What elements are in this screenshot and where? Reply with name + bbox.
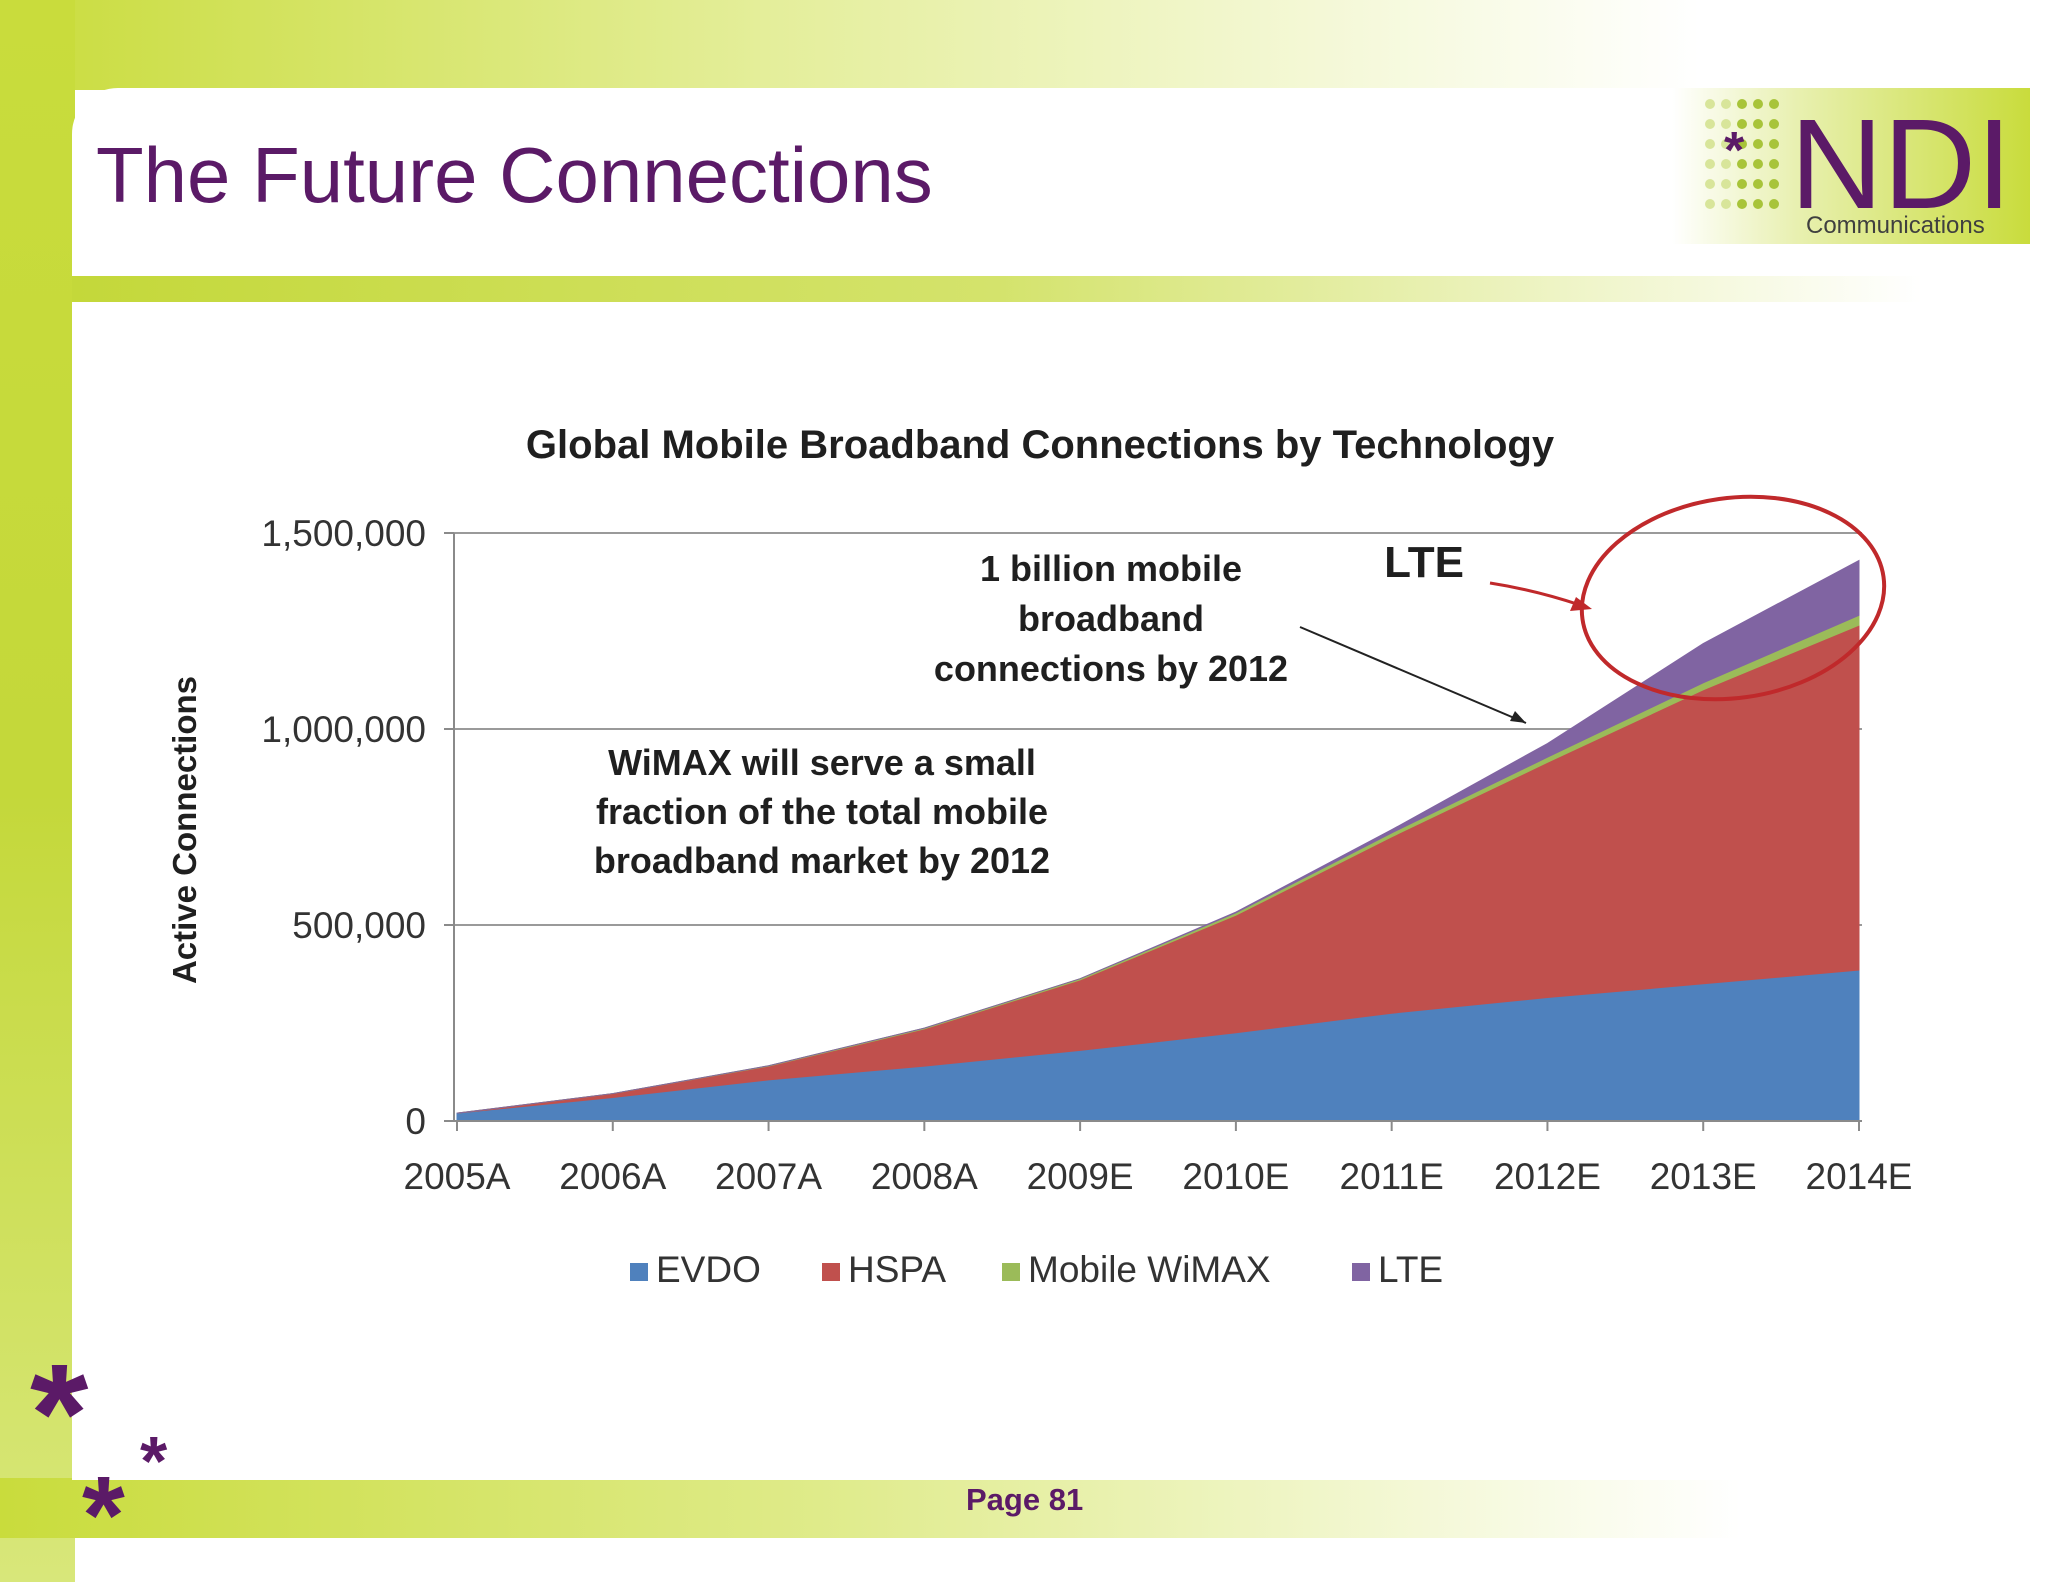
logo-dot — [1753, 179, 1763, 189]
logo-wordmark: NDI — [1790, 93, 2012, 236]
wimax-annotation-line-1: WiMAX will serve a small — [608, 742, 1036, 783]
legend-swatch — [630, 1263, 648, 1281]
lte-highlight-circle — [1579, 494, 1887, 702]
logo-dot — [1753, 199, 1763, 209]
legend-label: LTE — [1378, 1249, 1443, 1290]
logo-dot — [1769, 159, 1779, 169]
logo-dot — [1769, 119, 1779, 129]
logo-dot — [1705, 179, 1715, 189]
logo-dot — [1705, 119, 1715, 129]
logo-dot — [1737, 199, 1747, 209]
top-frame-band — [0, 0, 1700, 90]
legend-label: HSPA — [848, 1249, 946, 1290]
billion-annotation: 1 billion mobile broadband connections b… — [934, 548, 1288, 689]
decorative-stars: * * * — [30, 1365, 168, 1545]
logo-dot — [1753, 159, 1763, 169]
logo-dot — [1721, 99, 1731, 109]
logo-tagline: Communications — [1806, 212, 1985, 239]
x-tick-label: 2011E — [1340, 1156, 1444, 1197]
y-tick-label: 500,000 — [292, 905, 426, 946]
area-lte — [456, 559, 1860, 1114]
small-star-icon: * — [140, 1422, 168, 1500]
lte-annotation-label: LTE — [1384, 538, 1464, 587]
logo-dot — [1721, 159, 1731, 169]
billion-annotation-line-3: connections by 2012 — [934, 648, 1288, 689]
y-tick-label: 1,000,000 — [261, 709, 426, 750]
logo-dot — [1721, 179, 1731, 189]
logo-dot — [1737, 159, 1747, 169]
x-tick-labels: 2005A 2006A 2007A 2008A 2009E 2010E 2011E 2012E… — [404, 1156, 1913, 1197]
y-axis-label: Active Connections — [166, 676, 203, 984]
x-tick-label: 2008A — [871, 1156, 978, 1197]
logo-dot — [1753, 119, 1763, 129]
title-underline-bar — [72, 276, 1922, 302]
x-tick-label: 2005A — [404, 1156, 511, 1197]
x-tick-label: 2010E — [1182, 1156, 1289, 1197]
x-tick-label: 2009E — [1027, 1156, 1134, 1197]
logo-dot — [1705, 139, 1715, 149]
billion-annotation-line-1: 1 billion mobile — [980, 548, 1242, 589]
legend-label: Mobile WiMAX — [1028, 1249, 1271, 1290]
y-tick-labels: 0 500,000 1,000,000 1,500,000 — [261, 513, 426, 1142]
wimax-annotation-line-3: broadband market by 2012 — [594, 840, 1050, 881]
x-tick-label: 2007A — [715, 1156, 822, 1197]
logo-dot — [1753, 139, 1763, 149]
slide-title: The Future Connections — [96, 131, 933, 219]
logo-dot — [1769, 179, 1779, 189]
billion-annotation-arrow-head — [1510, 711, 1526, 723]
chart-axes — [444, 532, 1862, 1131]
bottom-frame-band — [0, 1478, 2048, 1538]
logo-dot — [1705, 199, 1715, 209]
logo-dot — [1737, 99, 1747, 109]
logo-dot — [1721, 199, 1731, 209]
logo-dot — [1705, 99, 1715, 109]
ndi-logo: * NDI Communications — [1672, 88, 2030, 244]
logo-dot-pattern — [1705, 99, 1779, 209]
legend-swatch — [1002, 1263, 1020, 1281]
x-tick-label: 2013E — [1650, 1156, 1757, 1197]
x-tick-label: 2006A — [559, 1156, 666, 1197]
large-star-icon: * — [30, 1365, 89, 1497]
page-number: Page 81 — [966, 1482, 1084, 1517]
left-frame-band — [0, 0, 75, 1582]
logo-dot — [1721, 119, 1731, 129]
lte-annotation-arrow-line — [1489, 581, 1581, 607]
x-tick-label: 2012E — [1494, 1156, 1601, 1197]
legend-swatch — [1352, 1263, 1370, 1281]
logo-dot — [1753, 99, 1763, 109]
legend-swatch — [822, 1263, 840, 1281]
medium-star-icon: * — [82, 1454, 125, 1545]
logo-dot — [1705, 159, 1715, 169]
y-tick-label: 1,500,000 — [261, 513, 426, 554]
billion-annotation-arrow-line — [1299, 626, 1527, 724]
legend-label: EVDO — [656, 1249, 761, 1290]
logo-dot — [1737, 139, 1747, 149]
logo-dot — [1769, 99, 1779, 109]
chart-legend: EVDO HSPA Mobile WiMAX LTE — [630, 1249, 1443, 1290]
logo-star-icon: * — [1724, 122, 1745, 180]
logo-background — [1672, 88, 2030, 244]
wimax-annotation: WiMAX will serve a small fraction of the… — [594, 742, 1050, 881]
broadband-area-chart: Global Mobile Broadband Connections by T… — [166, 423, 1913, 1290]
y-tick-label: 0 — [405, 1101, 426, 1142]
billion-annotation-line-2: broadband — [1018, 598, 1204, 639]
x-tick-label: 2014E — [1806, 1156, 1913, 1197]
logo-dot — [1737, 179, 1747, 189]
wimax-annotation-line-2: fraction of the total mobile — [596, 791, 1048, 832]
logo-dot — [1721, 139, 1731, 149]
logo-dot — [1769, 199, 1779, 209]
logo-dot — [1769, 139, 1779, 149]
chart-title: Global Mobile Broadband Connections by T… — [526, 423, 1555, 467]
logo-dot — [1737, 119, 1747, 129]
